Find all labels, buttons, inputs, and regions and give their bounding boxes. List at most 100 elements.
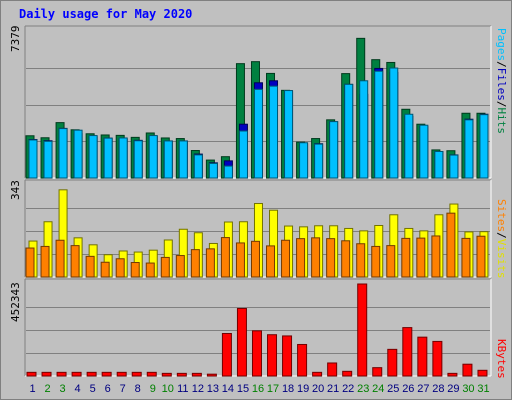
bar-pages-9: [148, 135, 158, 179]
bar-sites-24: [371, 245, 381, 278]
bar-pages-10: [163, 140, 173, 179]
bar-sites-20: [311, 237, 321, 278]
bar-sites-6: [100, 261, 110, 278]
bar-kbytes-10: [161, 372, 172, 377]
bar-sites-16: [250, 240, 260, 278]
bar-sites-31: [476, 235, 486, 278]
bar-sites-10: [160, 256, 170, 278]
x-tick-label-day-17: 17: [267, 383, 279, 395]
bar-pages-21: [329, 121, 339, 179]
bar-pages-5: [88, 135, 98, 179]
x-tick-label-day-31: 31: [477, 383, 489, 395]
bar-pages-12: [193, 154, 203, 179]
bar-pages-3: [58, 128, 68, 179]
bar-sites-12: [190, 249, 200, 278]
bar-sites-21: [326, 238, 336, 278]
bar-sites-11: [175, 255, 185, 278]
bar-kbytes-12: [191, 372, 202, 377]
bar-pages-11: [178, 140, 188, 179]
bar-sites-2: [40, 245, 50, 278]
bar-sites-19: [296, 238, 306, 278]
x-tick-label-day-28: 28: [432, 383, 444, 395]
bar-pages-1: [28, 139, 38, 179]
bar-pages-6: [103, 137, 113, 179]
bar-pages-24: [374, 70, 384, 179]
x-tick-label-day-11: 11: [177, 383, 188, 395]
x-tick-label-day-10: 10: [162, 383, 174, 395]
bar-sites-23: [356, 243, 366, 278]
bar-pages-18: [284, 90, 294, 179]
bar-kbytes-13: [206, 373, 217, 377]
bar-pages-8: [133, 140, 143, 179]
x-tick-label-day-6: 6: [105, 383, 111, 395]
bar-pages-30: [464, 119, 474, 179]
x-tick-label-day-5: 5: [90, 383, 96, 395]
x-tick-label-day-27: 27: [417, 383, 429, 395]
bar-sites-4: [70, 245, 80, 278]
bar-kbytes-8: [131, 371, 142, 377]
x-tick-label-day-21: 21: [327, 383, 339, 395]
bar-kbytes-3: [56, 371, 67, 377]
bar-pages-13: [208, 162, 218, 179]
x-tick-label-day-9: 9: [150, 383, 156, 395]
bar-sites-25: [386, 245, 396, 278]
bar-pages-2: [43, 140, 53, 179]
bar-kbytes-25: [387, 348, 398, 377]
bar-kbytes-14: [221, 332, 232, 377]
bar-sites-27: [416, 237, 426, 278]
bar-pages-20: [314, 143, 324, 179]
bar-pages-27: [419, 124, 429, 179]
bar-sites-22: [341, 240, 351, 278]
bar-pages-16: [253, 88, 263, 179]
x-tick-label-day-7: 7: [120, 383, 126, 395]
bar-pages-25: [389, 67, 399, 179]
bar-kbytes-22: [342, 370, 353, 377]
bar-kbytes-27: [417, 336, 428, 377]
x-tick-label-day-16: 16: [252, 383, 264, 395]
bar-pages-22: [344, 83, 354, 179]
x-tick-label-day-29: 29: [447, 383, 459, 395]
x-tick-label-day-12: 12: [192, 383, 204, 395]
bar-pages-23: [359, 80, 369, 179]
bar-sites-28: [431, 235, 441, 278]
bar-sites-7: [115, 258, 125, 278]
bar-pages-19: [299, 142, 309, 179]
bar-pages-7: [118, 137, 128, 179]
x-tick-label-day-18: 18: [282, 383, 294, 395]
x-tick-label-day-19: 19: [297, 383, 309, 395]
bar-kbytes-29: [447, 372, 458, 377]
bar-pages-14: [223, 165, 233, 179]
bar-pages-31: [479, 114, 489, 179]
bar-pages-29: [449, 154, 459, 179]
bar-sites-17: [266, 245, 276, 278]
bar-kbytes-9: [146, 371, 157, 377]
bar-kbytes-2: [41, 371, 52, 377]
bar-sites-9: [145, 262, 155, 278]
bar-pages-4: [73, 129, 83, 179]
bar-sites-30: [461, 237, 471, 278]
bar-kbytes-26: [402, 327, 413, 377]
bar-sites-18: [281, 239, 291, 278]
x-tick-label-day-14: 14: [222, 383, 234, 395]
bar-kbytes-30: [462, 363, 473, 377]
bar-kbytes-5: [86, 371, 97, 377]
bar-sites-14: [220, 237, 230, 278]
bar-kbytes-6: [101, 371, 112, 377]
bar-kbytes-24: [372, 367, 383, 377]
bar-sites-1: [25, 247, 35, 278]
bar-kbytes-7: [116, 371, 127, 377]
bar-kbytes-4: [71, 371, 82, 377]
x-tick-label-day-15: 15: [237, 383, 249, 395]
bar-pages-15: [238, 130, 248, 179]
x-tick-label-day-30: 30: [462, 383, 474, 395]
bar-pages-26: [404, 113, 414, 179]
bar-kbytes-16: [251, 330, 262, 377]
x-tick-label-day-2: 2: [44, 383, 50, 395]
x-tick-label-day-1: 1: [29, 383, 35, 395]
bar-kbytes-15: [236, 307, 247, 377]
x-tick-label-day-26: 26: [402, 383, 414, 395]
bar-sites-13: [205, 248, 215, 278]
bar-kbytes-23: [357, 283, 368, 377]
x-tick-label-day-4: 4: [75, 383, 81, 395]
